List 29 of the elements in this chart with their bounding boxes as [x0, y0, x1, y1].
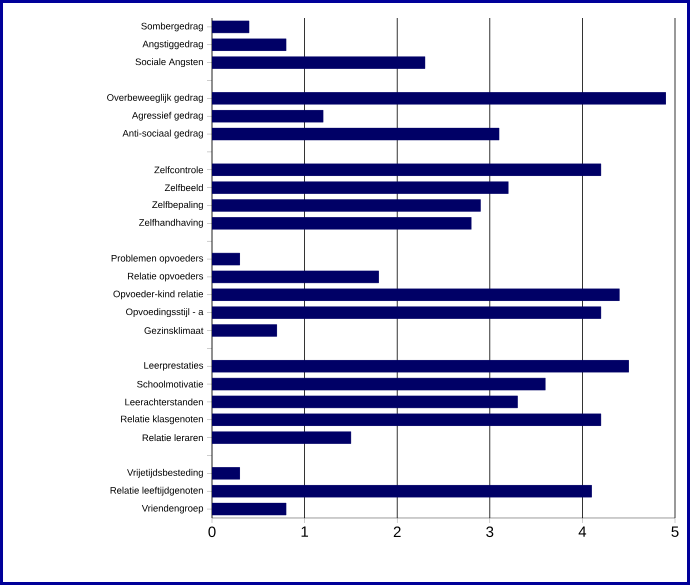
y-tick-label: Relatie opvoeders — [128, 272, 204, 282]
x-tick-label: 5 — [671, 526, 679, 537]
y-tick-label: Anti-sociaal gedrag — [122, 130, 203, 138]
y-tick-label: Leerprestaties — [144, 362, 204, 371]
y-tick-label: Problemen opvoeders — [112, 254, 204, 264]
y-tick-label: Zelfcontrole — [154, 166, 204, 174]
y-tick-label: Opvoedingsstijl - a — [126, 308, 204, 318]
x-tick-label: 4 — [578, 526, 586, 537]
y-tick-label: Sociale Angsten — [136, 58, 203, 68]
y-tick-label: Leerachterstanden — [125, 398, 203, 406]
y-tick-label: Relatie leraren — [142, 434, 203, 442]
y-tick-label: Zelfhandhaving — [139, 218, 203, 228]
x-tick-label: 1 — [302, 526, 308, 537]
y-tick-label: Opvoeder-kind relatie — [113, 290, 204, 300]
y-tick-label: Schoolmotivatie — [137, 380, 204, 388]
y-tick-label: Relatie leeftijdgenoten — [110, 486, 203, 496]
y-tick-label: Sombergedrag — [141, 22, 203, 32]
y-tick-label: Relatie klasgenoten — [121, 415, 203, 424]
x-tick-label: 0 — [208, 526, 216, 538]
y-tick-label: Agressief gedrag — [132, 112, 203, 121]
y-tick-label: Zelfbeeld — [164, 184, 203, 192]
y-tick-label: Vriendengroep — [142, 504, 204, 514]
x-tick-label: 2 — [394, 526, 401, 537]
y-tick-label: Gezinsklimaat — [144, 327, 204, 334]
y-tick-label: Overbeweeglijk gedrag — [107, 94, 203, 103]
y-tick-label: Zelfbepaling — [152, 201, 203, 210]
y-tick-label: Angstiggedrag — [142, 40, 203, 50]
x-tick-label: 3 — [486, 526, 494, 538]
y-tick-label: Vrijetijdsbesteding — [127, 468, 203, 478]
